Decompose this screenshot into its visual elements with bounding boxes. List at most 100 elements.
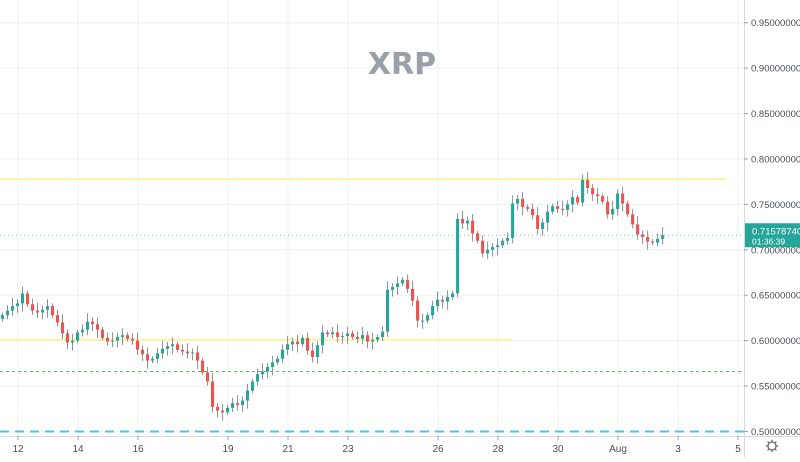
candle-body bbox=[85, 321, 90, 330]
candle-body bbox=[526, 207, 530, 209]
candle-body bbox=[436, 299, 440, 307]
candle-body bbox=[205, 372, 210, 382]
candle-body bbox=[561, 208, 565, 210]
candle-body bbox=[150, 358, 155, 361]
candle-body bbox=[50, 306, 55, 316]
candle-body bbox=[396, 283, 400, 288]
candle-body bbox=[65, 333, 70, 343]
price-tick-label: 0.85000000 bbox=[751, 109, 800, 120]
candle-body bbox=[421, 320, 425, 322]
price-tick-label: 0.95000000 bbox=[751, 18, 800, 29]
candle-body bbox=[10, 306, 15, 311]
candle-body bbox=[175, 344, 180, 350]
candle-body bbox=[346, 333, 350, 337]
candle-body bbox=[556, 206, 560, 209]
candle-body bbox=[516, 198, 520, 204]
time-tick-label: 19 bbox=[222, 444, 234, 455]
candle-body bbox=[105, 337, 110, 342]
candle-body bbox=[381, 331, 385, 337]
candle-body bbox=[15, 303, 20, 307]
price-tick-label: 0.65000000 bbox=[751, 291, 800, 302]
candle-body bbox=[0, 315, 5, 319]
candle-body bbox=[401, 279, 405, 284]
candle-body bbox=[546, 211, 550, 223]
candle-body bbox=[566, 204, 570, 210]
candle-body bbox=[170, 344, 175, 347]
candle-body bbox=[496, 245, 500, 248]
price-tick-label: 0.50000000 bbox=[751, 427, 800, 438]
candle-body bbox=[521, 198, 525, 208]
candle-body bbox=[476, 233, 480, 241]
candle-body bbox=[256, 374, 260, 382]
candle-body bbox=[371, 339, 375, 342]
candle-body bbox=[571, 197, 575, 205]
candle-body bbox=[240, 400, 245, 406]
candle-body bbox=[331, 332, 335, 335]
candle-body bbox=[616, 193, 620, 209]
candle-body bbox=[180, 349, 185, 352]
candle-body bbox=[135, 340, 140, 350]
candle-body bbox=[456, 218, 460, 294]
candle-body bbox=[30, 304, 35, 311]
candle-body bbox=[95, 324, 100, 330]
candle-body bbox=[245, 390, 250, 401]
candle-body bbox=[40, 309, 45, 313]
candle-body bbox=[321, 332, 325, 346]
candle-body bbox=[90, 321, 95, 325]
candle-body bbox=[506, 237, 510, 241]
candle-body bbox=[230, 403, 235, 408]
candle-body bbox=[621, 193, 625, 204]
candle-body bbox=[75, 332, 80, 341]
candle-body bbox=[306, 337, 310, 351]
candle-body bbox=[431, 306, 435, 316]
candle-body bbox=[631, 214, 635, 225]
price-tick-label: 0.75000000 bbox=[751, 200, 800, 211]
candle-body bbox=[60, 322, 65, 334]
candle-body bbox=[601, 196, 605, 202]
candle-body bbox=[35, 310, 40, 313]
candle-body bbox=[336, 332, 340, 337]
candle-body bbox=[266, 366, 270, 372]
candle-body bbox=[215, 406, 220, 411]
candle-body bbox=[281, 349, 285, 359]
candle-body bbox=[391, 287, 395, 290]
candle-body bbox=[451, 293, 455, 298]
candle-body bbox=[356, 336, 360, 339]
candle-body bbox=[125, 335, 130, 339]
candle-body bbox=[536, 215, 540, 229]
candle-body bbox=[276, 358, 280, 363]
candle-body bbox=[145, 354, 150, 361]
candle-body bbox=[261, 371, 265, 375]
candle-body bbox=[416, 300, 420, 321]
candle-body bbox=[200, 360, 205, 373]
gear-icon[interactable] bbox=[765, 439, 779, 453]
candle-body bbox=[155, 353, 160, 359]
candle-body bbox=[636, 224, 640, 235]
candle-body bbox=[110, 340, 115, 342]
time-tick-label: 12 bbox=[12, 444, 24, 455]
price-tick-label: 0.55000000 bbox=[751, 382, 800, 393]
candle-body bbox=[656, 238, 660, 243]
candle-body bbox=[120, 335, 125, 337]
candle-body bbox=[210, 381, 215, 407]
candle-body bbox=[596, 194, 600, 197]
candle-body bbox=[220, 410, 225, 413]
candle-body bbox=[20, 293, 25, 304]
candle-body bbox=[551, 206, 555, 212]
candle-body bbox=[646, 237, 650, 242]
candle-body bbox=[160, 348, 165, 354]
candle-body bbox=[486, 249, 490, 254]
price-tick-label: 0.90000000 bbox=[751, 64, 800, 75]
candle-body bbox=[326, 332, 330, 335]
time-tick-label: 3 bbox=[675, 444, 681, 455]
candle-body bbox=[626, 203, 630, 215]
candle-body bbox=[471, 220, 475, 234]
time-tick-label: 30 bbox=[552, 444, 564, 455]
last-price-label: 0.71578740 bbox=[752, 226, 800, 237]
candle-body bbox=[190, 352, 195, 354]
candle-body bbox=[235, 403, 240, 406]
candle-body bbox=[591, 188, 595, 195]
candle-body bbox=[651, 241, 655, 243]
candle-body bbox=[531, 208, 535, 216]
